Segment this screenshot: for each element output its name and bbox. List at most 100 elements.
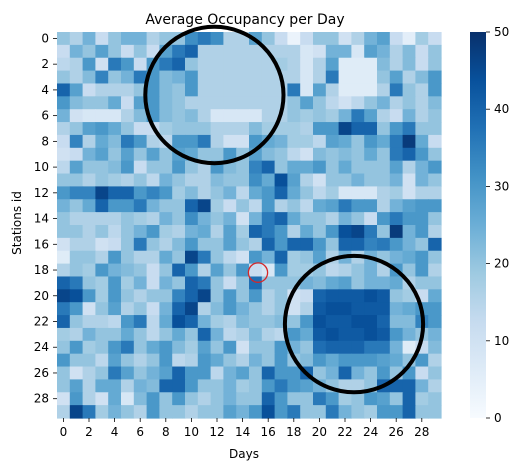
heatmap-cell — [134, 199, 147, 212]
heatmap-cell — [172, 186, 185, 199]
heatmap-cell — [249, 83, 262, 96]
heatmap-cell — [351, 315, 364, 328]
heatmap-cell — [300, 315, 313, 328]
x-tick-label: 24 — [363, 425, 378, 439]
heatmap-cell — [313, 225, 326, 238]
heatmap-cell — [262, 341, 275, 354]
heatmap-cell — [159, 96, 172, 109]
colorbar-tick-label: 30 — [494, 179, 509, 193]
heatmap-cell — [121, 264, 134, 277]
heatmap-cell — [300, 45, 313, 58]
x-tick-label: 20 — [312, 425, 327, 439]
heatmap-cell — [70, 251, 83, 264]
colorbar-tick-label: 50 — [494, 25, 509, 39]
heatmap-cell — [185, 199, 198, 212]
heatmap-cell — [249, 302, 262, 315]
heatmap-cell — [351, 264, 364, 277]
heatmap-cell — [300, 32, 313, 45]
heatmap-cell — [211, 367, 224, 380]
heatmap-cell — [339, 109, 352, 122]
y-tick-label: 8 — [41, 134, 49, 148]
heatmap-cell — [147, 32, 160, 45]
heatmap-cell — [428, 135, 441, 148]
colorbar-gradient — [470, 32, 486, 418]
heatmap-cell — [83, 328, 96, 341]
heatmap-cell — [57, 109, 70, 122]
heatmap-cell — [390, 109, 403, 122]
heatmap-cell — [262, 405, 275, 418]
heatmap-cell — [377, 238, 390, 251]
heatmap-cell — [70, 367, 83, 380]
heatmap-cell — [415, 251, 428, 264]
heatmap-cell — [364, 367, 377, 380]
heatmap-cell — [351, 276, 364, 289]
heatmap-cell — [313, 328, 326, 341]
heatmap-cell — [275, 32, 288, 45]
heatmap-cell — [211, 302, 224, 315]
heatmap-cell — [159, 109, 172, 122]
heatmap-cell — [403, 225, 416, 238]
heatmap-cell — [211, 238, 224, 251]
heatmap-cell — [364, 32, 377, 45]
heatmap-cell — [134, 289, 147, 302]
heatmap-cell — [351, 289, 364, 302]
heatmap-cell — [403, 109, 416, 122]
heatmap-cell — [134, 225, 147, 238]
heatmap-cell — [339, 122, 352, 135]
heatmap-cell — [147, 264, 160, 277]
heatmap-cell — [57, 58, 70, 71]
heatmap-cell — [121, 32, 134, 45]
heatmap-cell — [108, 212, 121, 225]
heatmap-cell — [121, 71, 134, 84]
heatmap-cell — [300, 251, 313, 264]
heatmap-cell — [121, 58, 134, 71]
y-tick-label: 10 — [34, 160, 49, 174]
heatmap-cell — [83, 264, 96, 277]
heatmap-cell — [223, 276, 236, 289]
heatmap-cell — [326, 161, 339, 174]
heatmap-cell — [415, 186, 428, 199]
heatmap-cell — [147, 96, 160, 109]
heatmap-cell — [147, 238, 160, 251]
heatmap-cell — [364, 161, 377, 174]
heatmap-cell — [275, 392, 288, 405]
heatmap-cell — [159, 405, 172, 418]
heatmap-cell — [211, 212, 224, 225]
heatmap-cell — [108, 289, 121, 302]
heatmap-cell — [172, 45, 185, 58]
heatmap-cell — [134, 186, 147, 199]
heatmap-cell — [287, 328, 300, 341]
heatmap-cell — [134, 58, 147, 71]
heatmap-cell — [403, 379, 416, 392]
heatmap-cell — [223, 392, 236, 405]
x-axis-label: Days — [229, 447, 259, 461]
heatmap-cell — [236, 328, 249, 341]
heatmap-cell — [428, 302, 441, 315]
heatmap-cell — [121, 289, 134, 302]
heatmap-cell — [108, 174, 121, 187]
heatmap-cell — [57, 148, 70, 161]
heatmap-cell — [287, 186, 300, 199]
y-tick-label: 18 — [34, 263, 49, 277]
heatmap-cell — [83, 379, 96, 392]
heatmap-cell — [428, 45, 441, 58]
y-tick-label: 0 — [41, 31, 49, 45]
heatmap-cell — [121, 354, 134, 367]
heatmap-cell — [351, 71, 364, 84]
heatmap-cell — [172, 289, 185, 302]
heatmap-cell — [377, 148, 390, 161]
heatmap-cell — [185, 251, 198, 264]
heatmap-cell — [249, 161, 262, 174]
heatmap-cell — [287, 174, 300, 187]
heatmap-cell — [313, 354, 326, 367]
heatmap-cell — [108, 96, 121, 109]
heatmap-cell — [428, 315, 441, 328]
heatmap-cell — [108, 71, 121, 84]
heatmap-cell — [326, 212, 339, 225]
colorbar: 01020304050 — [470, 25, 509, 425]
heatmap-cell — [70, 96, 83, 109]
heatmap-cell — [249, 71, 262, 84]
heatmap-cell — [249, 199, 262, 212]
y-tick-label: 14 — [34, 212, 49, 226]
heatmap-cell — [262, 289, 275, 302]
